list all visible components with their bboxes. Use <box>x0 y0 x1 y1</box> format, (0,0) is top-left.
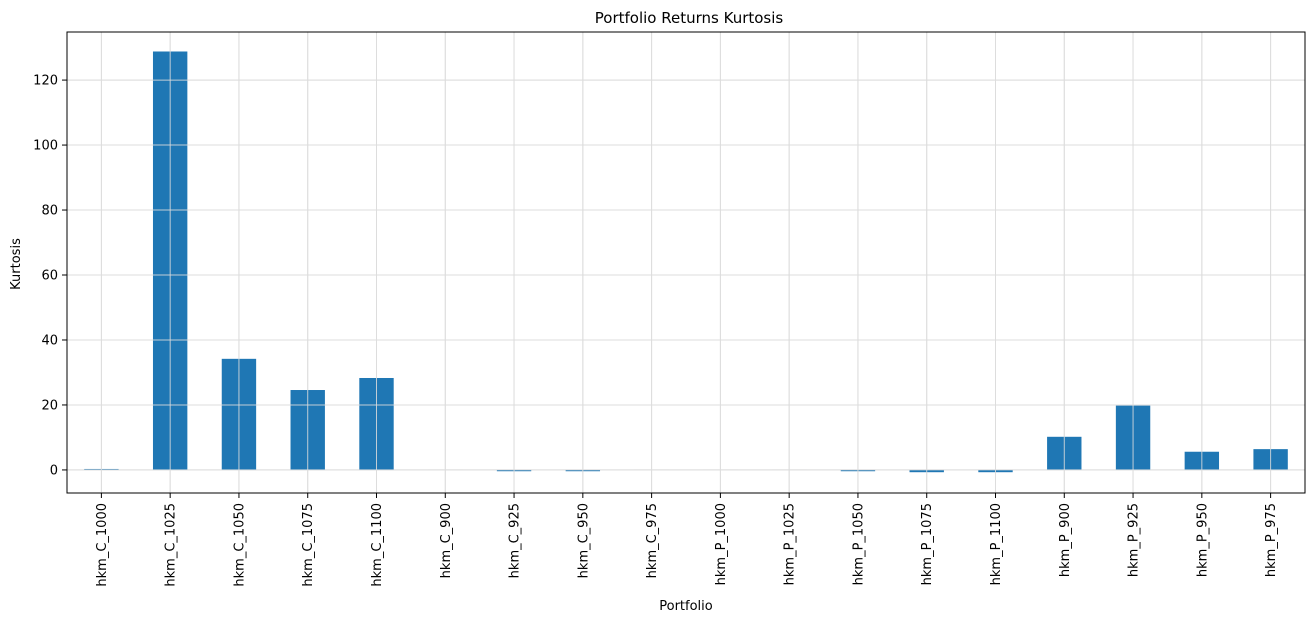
x-axis-title: Portfolio <box>659 599 713 614</box>
x-tick-label: hkm_P_1050 <box>851 503 866 585</box>
x-tick-label: hkm_C_1025 <box>164 503 179 587</box>
x-tick-label: hkm_P_1100 <box>989 503 1004 585</box>
y-axis-title: Kurtosis <box>9 238 24 290</box>
y-tick-label: 60 <box>41 269 58 284</box>
x-tick-label: hkm_C_1050 <box>232 503 247 587</box>
y-tick-label: 120 <box>33 74 58 89</box>
x-tick-label: hkm_C_900 <box>439 503 454 578</box>
x-tick-label: hkm_C_1100 <box>370 503 385 587</box>
x-tick-label: hkm_P_1025 <box>783 503 798 585</box>
x-axis-ticks: hkm_C_1000 hkm_C_1025 hkm_C_1050 hkm_C_1075… <box>95 493 1279 587</box>
y-tick-label: 20 <box>41 398 58 413</box>
plot-area-frame <box>66 31 1306 494</box>
x-tick-label: hkm_P_1000 <box>714 503 729 585</box>
y-tick-label: 80 <box>41 204 58 219</box>
bar-series <box>84 51 1288 473</box>
y-tick-label: 100 <box>33 139 58 154</box>
x-tick-label: hkm_P_900 <box>1058 503 1073 577</box>
y-tick-label: 40 <box>41 333 58 348</box>
x-tick-label: hkm_C_950 <box>576 503 591 578</box>
x-tick-label: hkm_P_925 <box>1127 503 1142 577</box>
x-tick-label: hkm_C_1075 <box>301 503 316 587</box>
x-tick-label: hkm_P_1075 <box>920 503 935 585</box>
x-tick-label: hkm_C_925 <box>508 503 523 578</box>
chart-title: Portfolio Returns Kurtosis <box>595 9 784 27</box>
y-axis-ticks: 0 20 40 60 80 100 120 <box>33 74 67 478</box>
grid-overlay <box>67 32 1305 493</box>
x-tick-label: hkm_P_950 <box>1195 503 1210 577</box>
x-tick-label: hkm_C_975 <box>645 503 660 578</box>
x-tick-label: hkm_C_1000 <box>95 503 110 587</box>
y-tick-label: 0 <box>50 463 58 478</box>
x-tick-label: hkm_P_975 <box>1264 503 1279 577</box>
